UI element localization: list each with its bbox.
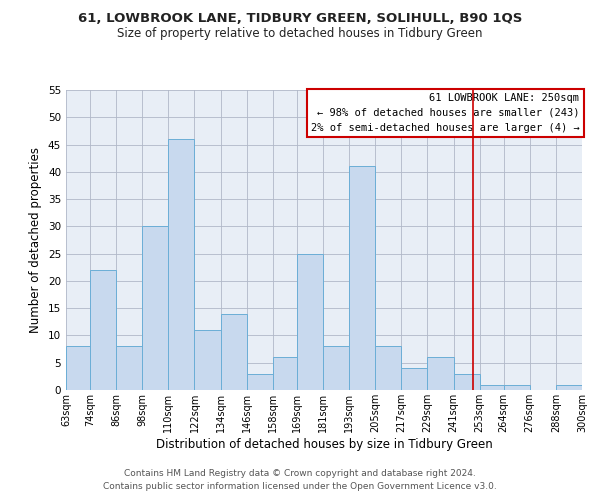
- Bar: [142, 226, 169, 390]
- Bar: [479, 384, 503, 390]
- Bar: [221, 314, 247, 390]
- Bar: [401, 368, 427, 390]
- Text: Size of property relative to detached houses in Tidbury Green: Size of property relative to detached ho…: [117, 28, 483, 40]
- Bar: [273, 358, 297, 390]
- Bar: [169, 139, 194, 390]
- Bar: [297, 254, 323, 390]
- Bar: [116, 346, 142, 390]
- Text: 61, LOWBROOK LANE, TIDBURY GREEN, SOLIHULL, B90 1QS: 61, LOWBROOK LANE, TIDBURY GREEN, SOLIHU…: [78, 12, 522, 26]
- Y-axis label: Number of detached properties: Number of detached properties: [29, 147, 43, 333]
- Text: 61 LOWBROOK LANE: 250sqm
← 98% of detached houses are smaller (243)
2% of semi-d: 61 LOWBROOK LANE: 250sqm ← 98% of detach…: [311, 93, 580, 132]
- Bar: [503, 384, 530, 390]
- Bar: [66, 346, 90, 390]
- Bar: [323, 346, 349, 390]
- Bar: [90, 270, 116, 390]
- Bar: [349, 166, 375, 390]
- Bar: [375, 346, 401, 390]
- Bar: [247, 374, 273, 390]
- Bar: [454, 374, 479, 390]
- X-axis label: Distribution of detached houses by size in Tidbury Green: Distribution of detached houses by size …: [155, 438, 493, 450]
- Bar: [556, 384, 582, 390]
- Text: Contains public sector information licensed under the Open Government Licence v3: Contains public sector information licen…: [103, 482, 497, 491]
- Text: Contains HM Land Registry data © Crown copyright and database right 2024.: Contains HM Land Registry data © Crown c…: [124, 468, 476, 477]
- Bar: [194, 330, 221, 390]
- Bar: [427, 358, 454, 390]
